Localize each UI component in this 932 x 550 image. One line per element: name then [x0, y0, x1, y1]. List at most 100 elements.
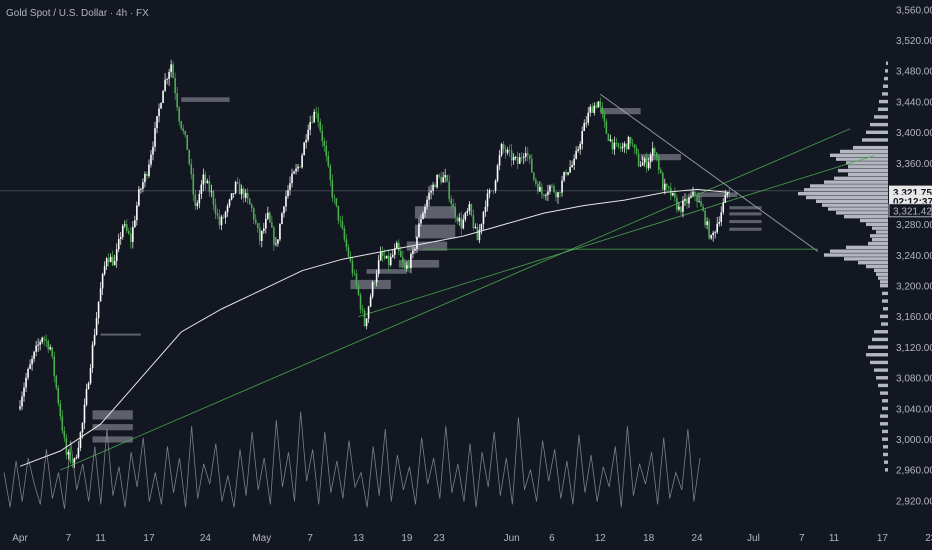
candle	[708, 221, 710, 239]
candle	[601, 106, 604, 114]
candle	[577, 149, 579, 151]
candle	[605, 121, 608, 134]
candle	[311, 122, 313, 123]
candle	[192, 174, 195, 195]
candle	[545, 195, 547, 196]
candle	[559, 192, 561, 194]
y-tick-label: 2,960.00	[896, 466, 932, 477]
order-block	[92, 436, 133, 443]
candle	[452, 204, 455, 208]
candle	[514, 157, 517, 158]
candle	[510, 150, 513, 161]
candle	[61, 416, 64, 431]
candle	[696, 195, 698, 202]
candle	[222, 216, 225, 218]
candle	[569, 166, 571, 173]
candle	[29, 364, 31, 369]
candle	[595, 105, 598, 108]
candle	[319, 121, 322, 131]
volume-profile-bar	[872, 237, 888, 242]
candle	[99, 288, 102, 302]
candle	[373, 282, 376, 284]
candle	[77, 447, 80, 458]
candle	[267, 212, 269, 219]
candle	[426, 199, 428, 207]
candle	[442, 177, 444, 183]
x-tick-label: 6	[549, 533, 555, 544]
x-tick-label: 24	[200, 533, 212, 544]
candle	[19, 406, 21, 409]
candle	[524, 153, 527, 157]
trendline-ascending-support-2	[358, 155, 875, 318]
y-tick-label: 3,560.00	[896, 5, 932, 16]
x-tick-label: 11	[95, 533, 106, 544]
candle	[613, 142, 616, 150]
candle	[140, 188, 142, 190]
price-axis[interactable]: 3,560.00 3,520.00 3,480.00 3,440.00 3,400.00…	[896, 5, 932, 507]
candle	[156, 116, 158, 129]
y-tick-label: 3,360.00	[896, 159, 932, 170]
candle	[35, 345, 37, 352]
y-tick-label: 3,080.00	[896, 374, 932, 385]
candle	[125, 224, 128, 232]
candle	[134, 220, 136, 228]
candle	[537, 183, 539, 192]
candle	[377, 260, 380, 274]
candle	[583, 123, 585, 132]
x-tick-label: 11	[829, 533, 840, 544]
candle	[254, 219, 257, 224]
candle	[528, 155, 531, 159]
candle	[250, 204, 253, 209]
candle	[478, 229, 481, 241]
candle	[351, 260, 354, 274]
candle	[672, 192, 674, 196]
candle	[579, 144, 581, 150]
y-tick-label: 3,520.00	[896, 36, 932, 47]
volume-profile-bar	[838, 168, 888, 173]
candle	[301, 155, 303, 168]
candle	[345, 239, 348, 248]
volume-profile-bar	[844, 214, 888, 219]
candle	[458, 217, 461, 222]
candle	[273, 227, 275, 245]
candle	[393, 248, 396, 255]
candle	[337, 205, 340, 221]
candle	[724, 194, 727, 203]
candle	[504, 149, 507, 153]
volume-profile-bar	[798, 191, 888, 196]
order-block	[729, 227, 762, 231]
candle	[130, 233, 132, 243]
candle	[539, 186, 541, 192]
candle	[242, 188, 245, 198]
candle	[333, 197, 336, 199]
candle	[335, 198, 338, 206]
y-tick-label: 3,120.00	[896, 343, 932, 354]
volume-profile-bar	[880, 314, 888, 319]
candle	[508, 149, 511, 151]
candle	[47, 341, 50, 350]
candle	[25, 377, 27, 388]
candle	[43, 337, 45, 340]
moving-average	[19, 188, 730, 467]
candle	[387, 255, 390, 266]
candle	[184, 131, 187, 135]
candle	[263, 228, 265, 231]
volume-profile-bar	[882, 399, 888, 403]
volume-profile-bar	[882, 299, 888, 303]
time-axis[interactable]: Apr 7 11 17 24 May 7 13 19 23 Jun 6 12 18 24 Jul 7 11 17 23	[12, 533, 932, 544]
volume-profile-bar	[874, 330, 888, 334]
candle	[484, 206, 487, 212]
volume-profile-bar	[870, 122, 888, 127]
candle	[220, 216, 223, 226]
candle	[353, 273, 356, 275]
candle	[283, 206, 285, 214]
candle	[214, 204, 217, 214]
candle	[657, 157, 660, 170]
candle	[428, 192, 430, 200]
candle	[204, 174, 207, 184]
volume-profile-bar	[846, 161, 888, 165]
x-tick-label: 18	[643, 533, 655, 544]
x-tick-label: 7	[799, 533, 805, 544]
